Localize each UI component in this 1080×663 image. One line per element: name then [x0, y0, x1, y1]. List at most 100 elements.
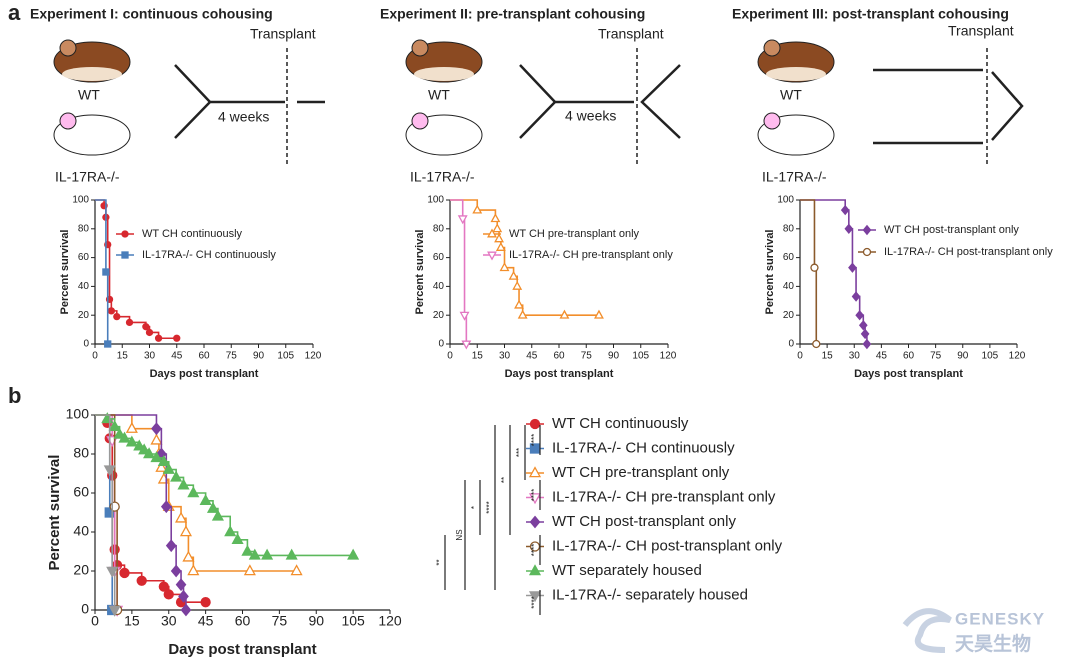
y-axis-label: Percent survival: [46, 455, 63, 571]
marker: [347, 548, 360, 560]
marker: [182, 550, 195, 562]
marker: [150, 451, 163, 463]
x-tick-label: 105: [277, 351, 294, 362]
marker: [487, 228, 497, 238]
x-tick-label: 90: [957, 351, 969, 362]
y-tick-label: 40: [783, 281, 795, 292]
x-tick-label: 30: [144, 351, 156, 362]
x-axis-label: Days post transplant: [168, 641, 316, 658]
marker: [125, 421, 138, 433]
marker: [472, 204, 483, 214]
marker: [199, 494, 212, 506]
marker: [145, 328, 154, 337]
mouse-ko: [405, 112, 483, 156]
significance-label: **: [500, 477, 509, 483]
mouse-wt: [405, 39, 483, 83]
x-tick-label: 75: [272, 613, 288, 629]
marker: [492, 223, 503, 233]
marker: [163, 589, 174, 600]
significance-label: ***: [515, 448, 524, 457]
marker: [529, 515, 541, 529]
marker: [844, 223, 854, 235]
mouse-ko: [757, 112, 835, 156]
x-tick-label: 60: [553, 351, 565, 362]
y-tick-label: 80: [78, 223, 90, 234]
significance-label: ****: [530, 489, 539, 501]
marker: [285, 548, 298, 560]
transplant-label: Transplant: [948, 23, 1014, 39]
y-tick-label: 40: [78, 281, 90, 292]
legend-label: IL-17RA-/- separately housed: [552, 586, 748, 603]
marker: [160, 500, 172, 514]
marker: [180, 603, 192, 617]
marker: [457, 215, 468, 225]
x-tick-label: 15: [822, 351, 834, 362]
y-tick-label: 100: [427, 195, 444, 206]
x-tick-label: 45: [526, 351, 538, 362]
marker: [177, 478, 190, 490]
marker: [594, 309, 604, 319]
x-tick-label: 0: [92, 351, 98, 362]
watermark-logo: [902, 608, 952, 653]
x-axis-label: Days post transplant: [505, 368, 614, 380]
marker: [143, 447, 156, 459]
marker: [104, 340, 112, 348]
survival-curve: [800, 199, 868, 344]
marker: [155, 460, 168, 472]
y-tick-label: 0: [83, 339, 89, 350]
y-axis-label: Percent survival: [414, 230, 426, 315]
marker: [559, 309, 570, 319]
marker: [840, 204, 850, 216]
marker: [494, 233, 504, 243]
marker: [248, 548, 261, 560]
experiment-title: Experiment I: continuous cohousing: [30, 6, 273, 22]
y-tick-label: 0: [81, 601, 89, 617]
x-tick-label: 90: [608, 351, 620, 362]
marker: [158, 581, 169, 592]
ko-label: IL-17RA-/-: [762, 169, 827, 185]
mouse-ko: [53, 112, 131, 156]
y-tick-label: 20: [78, 310, 90, 321]
marker: [154, 334, 163, 342]
y-tick-label: 20: [433, 310, 445, 321]
marker: [848, 262, 857, 273]
x-tick-label: 30: [499, 351, 511, 362]
y-tick-label: 60: [433, 252, 445, 263]
x-tick-label: 30: [849, 351, 861, 362]
marker: [108, 419, 121, 431]
x-tick-label: 60: [198, 351, 210, 362]
marker: [108, 605, 121, 617]
marker: [862, 247, 872, 257]
x-tick-label: 0: [447, 351, 453, 362]
marker: [125, 318, 134, 327]
x-tick-label: 75: [581, 351, 593, 362]
marker: [150, 433, 163, 445]
transplant-label: Transplant: [250, 26, 316, 42]
y-tick-label: 100: [66, 406, 90, 422]
y-tick-label: 20: [73, 562, 89, 578]
x-tick-label: 30: [161, 613, 177, 629]
x-tick-label: 75: [226, 351, 238, 362]
legend-label: IL-17RA-/- CH post-transplant only: [552, 537, 783, 554]
y-tick-label: 0: [788, 339, 794, 350]
x-tick-label: 0: [797, 351, 803, 362]
x-axis-label: Days post transplant: [854, 368, 963, 380]
marker: [156, 447, 167, 461]
x-tick-label: 45: [171, 351, 183, 362]
marker: [103, 465, 116, 477]
x-tick-label: 105: [632, 351, 649, 362]
marker: [224, 525, 237, 537]
y-tick-label: 20: [783, 310, 795, 321]
significance-label: ****: [485, 501, 494, 513]
significance-label: ****: [530, 434, 539, 446]
marker: [162, 462, 175, 474]
marker: [136, 575, 147, 586]
legend-label: WT CH continuously: [142, 228, 243, 240]
y-tick-label: 80: [73, 445, 89, 461]
y-tick-label: 100: [72, 195, 89, 206]
marker: [174, 511, 188, 523]
ko-label: IL-17RA-/-: [55, 169, 120, 185]
y-tick-label: 60: [78, 252, 90, 263]
experiment-title: Experiment III: post-transplant cohousin…: [732, 6, 1009, 22]
